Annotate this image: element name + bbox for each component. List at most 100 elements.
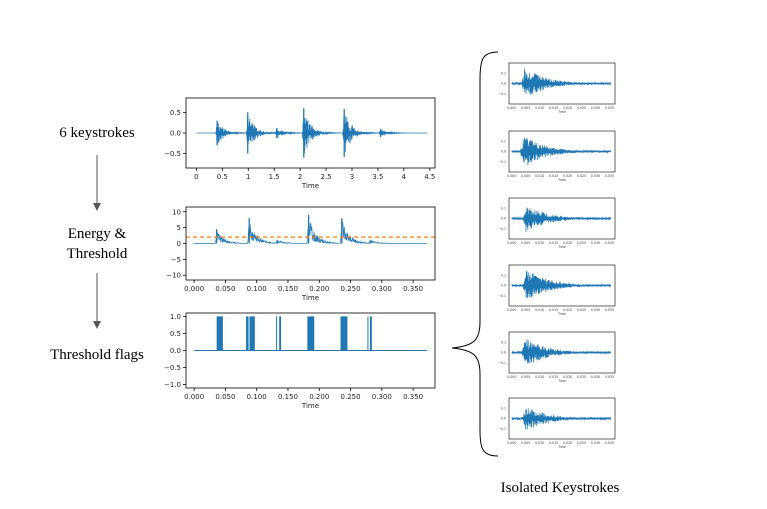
thumbnail-x-tick-label: 0.015 <box>549 174 558 178</box>
flag-block-4 <box>276 316 278 351</box>
caption-isolated-keystrokes: Isolated Keystrokes <box>501 480 620 496</box>
x-tick-label: 2 <box>298 173 302 181</box>
y-tick-label: 0.0 <box>170 347 181 355</box>
thumbnail-x-tick-label: 0.015 <box>549 106 558 110</box>
flow-arrow-1 <box>93 155 101 211</box>
x-axis-label: Time <box>301 182 319 190</box>
x-tick-label: 0.100 <box>247 393 267 401</box>
x-tick-label: 0.150 <box>278 285 298 293</box>
y-tick-label: 0 <box>177 240 181 248</box>
thumbnail-y-tick-label: 0.1 <box>501 206 506 210</box>
thumbnail-x-tick-label: 0.000 <box>507 375 516 379</box>
x-tick-label: 4.5 <box>424 173 435 181</box>
thumbnail-y-tick-label: −0.1 <box>498 92 506 96</box>
thumbnail-waveform <box>511 207 612 233</box>
x-tick-label: 0.350 <box>403 393 423 401</box>
flag-block-3 <box>249 316 255 351</box>
thumbnail-x-tick-label: 0.005 <box>521 308 530 312</box>
thumbnail-x-tick-label: 0.025 <box>577 174 586 178</box>
thumbnail-x-tick-label: 0.005 <box>521 241 530 245</box>
stage-label-flags: Threshold flags <box>50 347 144 363</box>
thumbnail-y-tick-label: 0.0 <box>501 150 506 154</box>
thumbnail-x-tick-label: 0.035 <box>605 241 614 245</box>
thumbnail-x-tick-label: 0.000 <box>507 174 516 178</box>
thumbnail-x-tick-label: 0.025 <box>577 375 586 379</box>
flag-block-6 <box>307 316 315 351</box>
thumbnail-waveform <box>511 339 612 364</box>
thumbnail-y-tick-label: 0.1 <box>501 273 506 277</box>
stage-label-keystrokes: 6 keystrokes <box>59 125 135 141</box>
thumbnail-waveform <box>511 137 612 166</box>
thumbnail-x-tick-label: 0.015 <box>549 308 558 312</box>
x-tick-label: 3.5 <box>372 173 383 181</box>
x-tick-label: 0.5 <box>217 173 228 181</box>
x-tick-label: 0 <box>194 173 198 181</box>
energy-threshold-chart: 0.000 0.050 0.100 0.150 0.200 0.250 0.300 0.350… <box>166 206 436 302</box>
thumbnail-x-tick-label: 0.005 <box>521 441 530 445</box>
y-tick-label: 5 <box>177 224 181 232</box>
thumbnail-x-axis-label: Time <box>557 379 566 383</box>
x-axis-label: Time <box>301 402 319 410</box>
thumbnail-x-tick-label: 0.000 <box>507 106 516 110</box>
thumbnail-x-tick-label: 0.025 <box>577 106 586 110</box>
keystroke-thumbnail-3: 0.000 0.005 0.010 0.015 0.020 0.025 0.030 0.035… <box>498 197 616 249</box>
thumbnail-x-tick-label: 0.015 <box>549 241 558 245</box>
keystroke-thumbnail-6: 0.000 0.005 0.010 0.015 0.020 0.025 0.030 0.035… <box>498 397 616 449</box>
thumbnail-x-tick-label: 0.020 <box>563 375 572 379</box>
keystroke-thumbnail-2: 0.000 0.005 0.010 0.015 0.020 0.025 0.030 0.035… <box>498 130 616 182</box>
x-tick-label: 0.300 <box>372 285 392 293</box>
flags-series <box>194 316 427 351</box>
thumbnail-x-axis-label: Time <box>557 245 566 249</box>
thumbnail-x-tick-label: 0.005 <box>521 375 530 379</box>
x-tick-label: 1.5 <box>269 173 280 181</box>
thumbnail-x-axis-label: Time <box>557 445 566 449</box>
x-tick-label: 1 <box>246 173 250 181</box>
flag-block-8 <box>367 316 369 351</box>
x-tick-label: 0.100 <box>247 285 267 293</box>
thumbnail-y-tick-label: 0.0 <box>501 351 506 355</box>
thumbnail-x-tick-label: 0.005 <box>521 106 530 110</box>
thumbnail-x-tick-label: 0.020 <box>563 106 572 110</box>
thumbnail-x-tick-label: 0.015 <box>549 441 558 445</box>
thumbnail-y-tick-label: 0.1 <box>501 406 506 410</box>
waveform-series <box>196 108 428 158</box>
x-tick-label: 0.300 <box>372 393 392 401</box>
thumbnail-x-tick-label: 0.025 <box>577 241 586 245</box>
y-tick-label: −5 <box>171 256 181 264</box>
thumbnail-x-tick-label: 0.025 <box>577 441 586 445</box>
thumbnail-x-tick-label: 0.030 <box>591 441 600 445</box>
thumbnail-x-tick-label: 0.010 <box>535 106 544 110</box>
thumbnail-x-tick-label: 0.035 <box>605 375 614 379</box>
waveform-chart: 0 0.5 1 1.5 2 2.5 3 3.5 4 4.5 0.5 0.0 −0.5 Time <box>164 97 436 190</box>
thumbnail-x-tick-label: 0.010 <box>535 241 544 245</box>
x-tick-label: 0.000 <box>184 393 204 401</box>
x-tick-label: 0.150 <box>278 393 298 401</box>
x-tick-label: 0.050 <box>215 285 235 293</box>
stage-label-threshold: Threshold <box>67 246 128 262</box>
thumbnail-y-tick-label: 0.0 <box>501 217 506 221</box>
thumbnail-y-tick-label: −0.1 <box>498 227 506 231</box>
thumbnail-y-tick-label: −0.1 <box>498 294 506 298</box>
thumbnail-y-tick-label: 0.0 <box>501 82 506 86</box>
x-tick-label: 2.5 <box>320 173 331 181</box>
thumbnail-x-tick-label: 0.030 <box>591 241 600 245</box>
thumbnail-y-tick-label: 0.1 <box>501 139 506 143</box>
thumbnail-y-tick-label: −0.1 <box>498 361 506 365</box>
threshold-flags-chart: 0.000 0.050 0.100 0.150 0.200 0.250 0.300 0.350… <box>164 312 436 410</box>
thumbnail-y-tick-label: 0.1 <box>501 340 506 344</box>
x-tick-label: 4 <box>402 173 407 181</box>
y-tick-label: −0.5 <box>164 150 181 158</box>
energy-series <box>194 214 427 245</box>
x-tick-label: 0.350 <box>403 285 423 293</box>
thumbnail-x-tick-label: 0.000 <box>507 441 516 445</box>
y-tick-label: −10 <box>166 272 181 280</box>
y-tick-label: 1.0 <box>170 313 181 321</box>
flag-block-1 <box>216 316 223 351</box>
thumbnail-x-tick-label: 0.015 <box>549 375 558 379</box>
y-tick-label: 0.5 <box>170 109 181 117</box>
thumbnail-y-tick-label: −0.1 <box>498 160 506 164</box>
thumbnail-x-tick-label: 0.025 <box>577 308 586 312</box>
thumbnail-y-tick-label: 0.0 <box>501 417 506 421</box>
flag-block-5 <box>279 316 282 351</box>
